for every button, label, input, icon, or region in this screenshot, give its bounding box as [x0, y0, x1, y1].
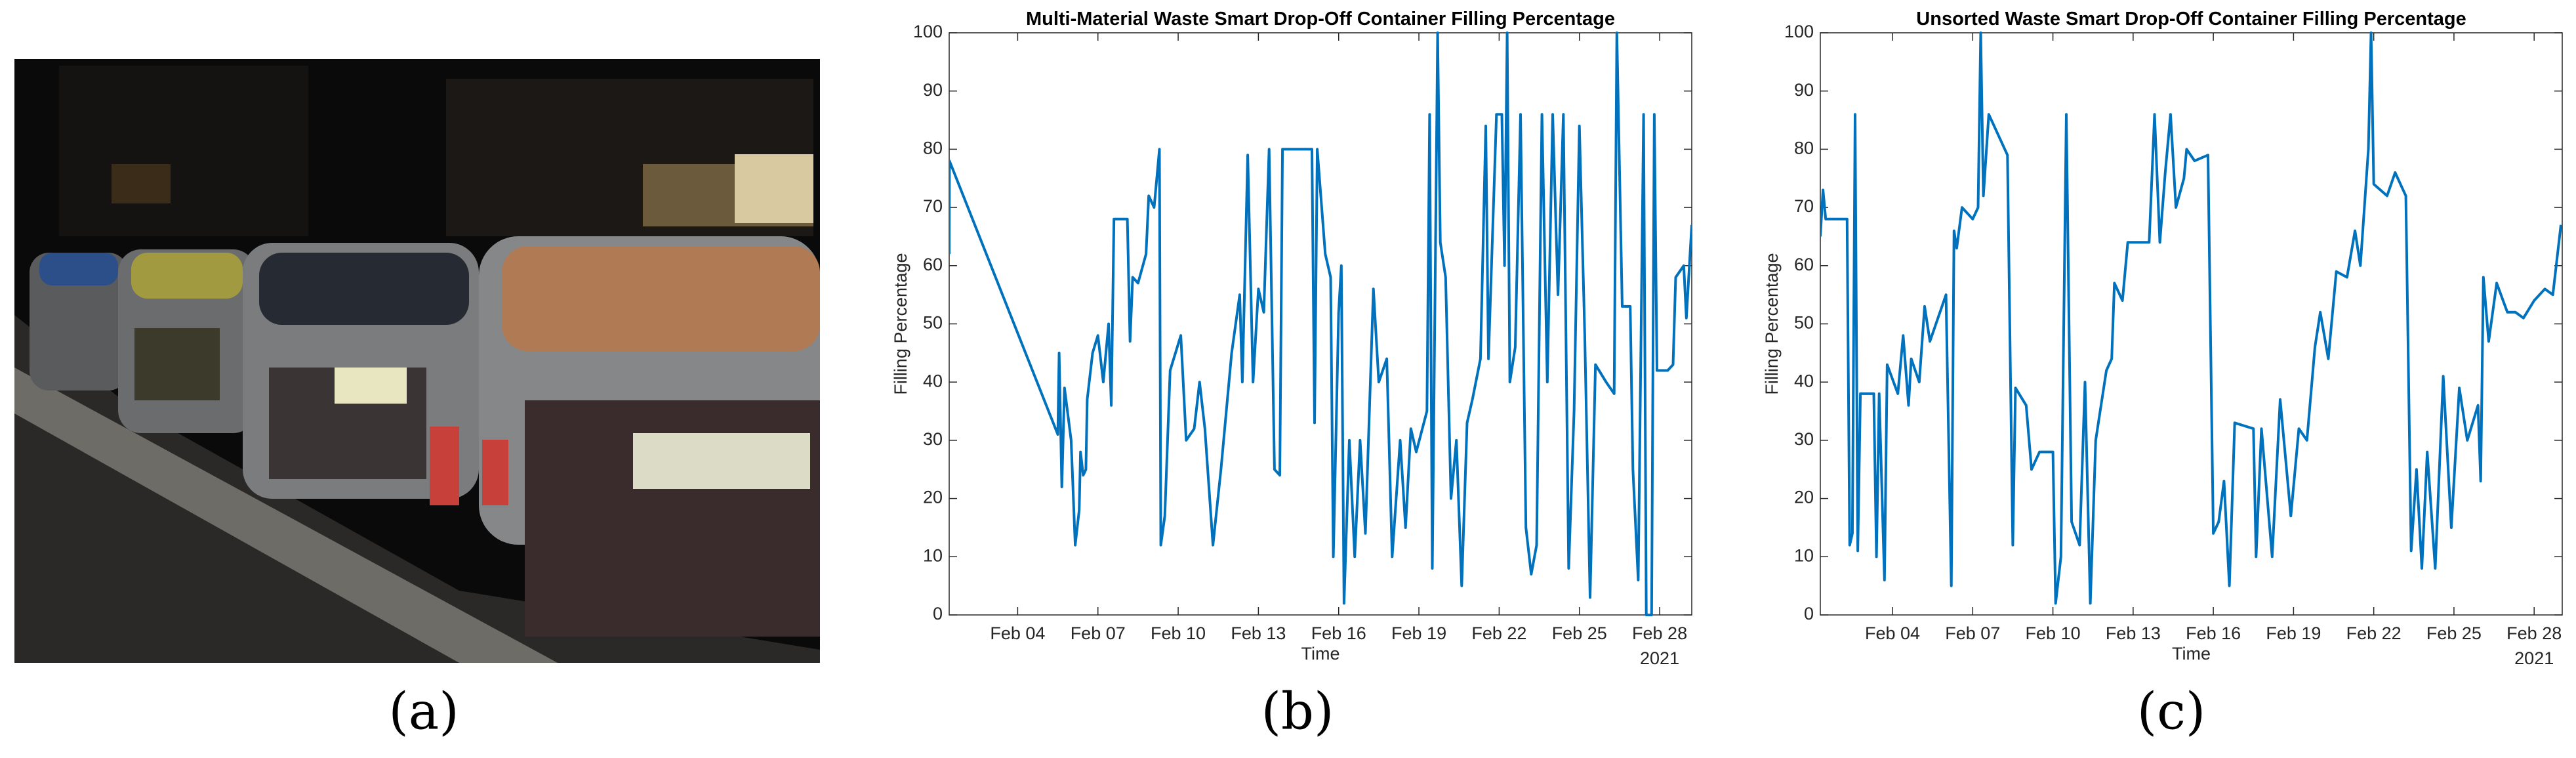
y-tick-label: 20 [1794, 488, 1814, 507]
x-tick-label: Feb 04 [1865, 623, 1920, 643]
x-tick-label: Feb 22 [2346, 623, 2402, 643]
line-chart: 0 10 20 30 40 50 60 70 80 90 100 Feb 04 Feb 07 Feb 10… [1762, 9, 2563, 668]
data-line [949, 32, 1692, 616]
y-tick-label: 60 [1794, 255, 1814, 274]
photo [14, 59, 820, 663]
y-tick-label: 100 [1784, 22, 1814, 41]
y-tick-label: 70 [1794, 196, 1814, 216]
y-tick-label: 40 [1794, 371, 1814, 390]
series [949, 32, 1692, 616]
x-tick-label: Feb 13 [2106, 623, 2161, 643]
data-line [1820, 32, 2562, 605]
y-tick-label: 50 [923, 313, 943, 333]
y-tick-label: 0 [933, 604, 943, 623]
y-tick-label: 90 [1794, 80, 1814, 100]
x-tick-label: Feb 10 [1151, 623, 1206, 643]
y-tick-label: 80 [1794, 138, 1814, 158]
x-tick-label: Feb 19 [1391, 623, 1446, 643]
x-tick-label: Feb 10 [2026, 623, 2081, 643]
x-tick-label: Feb 16 [1311, 623, 1366, 643]
y-tick-label: 20 [923, 488, 943, 507]
x-axis-label: Time [2172, 644, 2211, 663]
date-annotation: 2021 [1640, 648, 1679, 668]
y-axis-label: Filling Percentage [1762, 253, 1782, 394]
chart-title: Unsorted Waste Smart Drop-Off Container … [1916, 9, 2466, 30]
y-tick-label: 0 [1804, 604, 1814, 623]
panel-label: (b) [1261, 683, 1334, 742]
chart-title: Multi-Material Waste Smart Drop-Off Cont… [1026, 9, 1615, 30]
x-tick-label: Feb 19 [2266, 623, 2321, 643]
x-tick-label: Feb 07 [1071, 623, 1126, 643]
x-axis-label: Time [1301, 644, 1340, 663]
x-tick-label: Feb 22 [1471, 623, 1526, 643]
y-tick-label: 90 [923, 80, 943, 100]
x-tick-label: Feb 04 [990, 623, 1045, 643]
panel-label: (c) [2137, 683, 2206, 742]
x-tick-label: Feb 25 [1552, 623, 1607, 643]
series [1820, 32, 2562, 605]
y-tick-label: 40 [923, 371, 943, 390]
y-tick-label: 10 [923, 545, 943, 565]
y-tick-label: 100 [913, 22, 943, 41]
y-axis-label: Filling Percentage [891, 253, 910, 394]
x-tick-label: Feb 16 [2186, 623, 2241, 643]
y-tick-label: 50 [1794, 313, 1814, 333]
x-tick-label: Feb 25 [2426, 623, 2482, 643]
y-tick-label: 30 [923, 429, 943, 449]
plot-area [949, 32, 1692, 616]
y-tick-label: 60 [923, 255, 943, 274]
x-tick-label: Feb 13 [1231, 623, 1286, 643]
y-tick-label: 10 [1794, 545, 1814, 565]
y-tick-label: 30 [1794, 429, 1814, 449]
y-tick-label: 70 [923, 196, 943, 216]
y-tick-label: 80 [923, 138, 943, 158]
x-tick-label: Feb 28 [1632, 623, 1687, 643]
panel-label: (a) [388, 683, 459, 742]
date-annotation: 2021 [2514, 648, 2554, 668]
x-tick-label: Feb 07 [1945, 623, 2000, 643]
line-chart: 0 10 20 30 40 50 60 70 80 90 100 Feb 04 Feb 07 Feb 10… [891, 9, 1692, 668]
x-tick-label: Feb 28 [2506, 623, 2562, 643]
